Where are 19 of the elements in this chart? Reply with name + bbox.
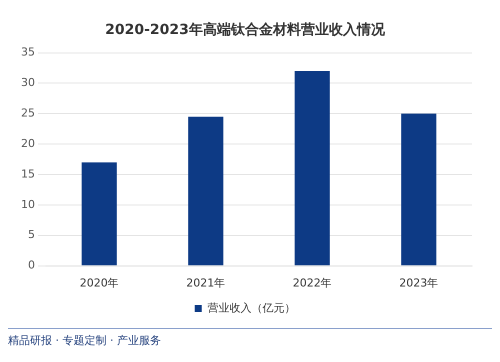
bar bbox=[294, 71, 330, 266]
y-tick-label: 25 bbox=[20, 106, 35, 120]
y-tick-label: 0 bbox=[28, 258, 35, 272]
y-tick-label: 10 bbox=[20, 198, 35, 211]
y-tick-label: 30 bbox=[20, 76, 35, 90]
chart-title: 2020-2023年高端钛合金材料营业收入情况 bbox=[105, 21, 386, 38]
bar bbox=[401, 114, 436, 266]
text: 精品研报 · 专题定制 · 产业服务 bbox=[8, 328, 492, 348]
y-tick-label: 20 bbox=[20, 136, 35, 150]
y-tick-label: 15 bbox=[20, 167, 35, 180]
y-tick-label: 35 bbox=[20, 46, 35, 59]
x-tick-label: 2021年 bbox=[186, 276, 226, 290]
bar bbox=[188, 116, 224, 266]
x-tick-label: 2022年 bbox=[292, 276, 332, 290]
y-tick-label: 5 bbox=[28, 228, 35, 242]
x-tick-label: 2020年 bbox=[80, 276, 119, 290]
x-tick-label: 2023年 bbox=[399, 276, 438, 290]
legend-label: 营业收入（亿元） bbox=[207, 301, 296, 314]
bar bbox=[82, 162, 117, 266]
